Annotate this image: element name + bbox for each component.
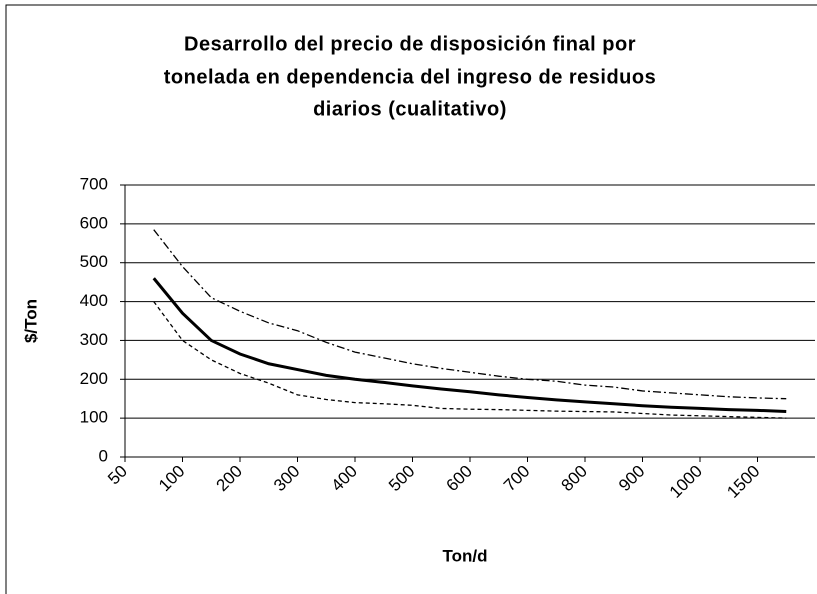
x-tick-label: 400 <box>328 462 361 495</box>
x-tick-label: 800 <box>558 462 591 495</box>
x-tick-label: 200 <box>213 462 246 495</box>
x-tick-label: 500 <box>385 462 418 495</box>
chart-title: Desarrollo del precio de disposición fin… <box>184 33 636 55</box>
y-tick-label: 600 <box>80 213 108 232</box>
y-tick-label: 100 <box>80 408 108 427</box>
y-tick-label: 400 <box>80 291 108 310</box>
y-tick-label: 200 <box>80 369 108 388</box>
x-tick-label: 1500 <box>723 462 763 502</box>
x-tick-label: 900 <box>615 462 648 495</box>
chart-title: tonelada en dependencia del ingreso de r… <box>164 66 657 88</box>
x-tick-label: 50 <box>104 462 131 489</box>
x-tick-label: 600 <box>443 462 476 495</box>
x-tick-label: 700 <box>500 462 533 495</box>
x-axis-label: Ton/d <box>443 546 488 565</box>
x-tick-label: 300 <box>270 462 303 495</box>
line-series <box>152 277 787 414</box>
x-tick-label: 100 <box>155 462 188 495</box>
y-tick-label: 500 <box>80 252 108 271</box>
line-series <box>153 301 787 419</box>
y-axis-label: $/Ton <box>21 299 40 343</box>
line-series <box>153 229 787 400</box>
y-tick-label: 300 <box>80 330 108 349</box>
x-tick-label: 1000 <box>666 462 706 502</box>
y-tick-label: 0 <box>99 446 108 465</box>
y-tick-label: 700 <box>80 174 108 193</box>
chart-title: diarios (cualitativo) <box>313 98 507 120</box>
chart-frame <box>5 4 817 594</box>
